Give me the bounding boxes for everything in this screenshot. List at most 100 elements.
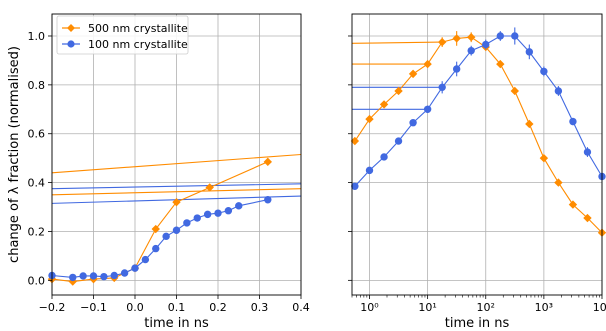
data-point-500nm bbox=[365, 114, 374, 124]
y-tick-label: 0.6 bbox=[28, 128, 46, 141]
data-point-100nm bbox=[69, 273, 77, 282]
legend: 500 nm crystallite 100 nm crystallite bbox=[56, 15, 189, 55]
data-point-500nm bbox=[510, 86, 519, 96]
right-ticks: 10⁰ 10¹ 10² 10³ 10⁴ bbox=[348, 35, 606, 314]
data-point-100nm bbox=[141, 255, 150, 264]
left-ticks: −0.2 −0.1 0.0 0.1 0.2 0.3 0.4 0.0 0.2 0.4 0.6 0.8 1.… bbox=[28, 30, 310, 314]
data-point-500nm bbox=[205, 183, 214, 192]
x-tick-label: −0.1 bbox=[80, 301, 107, 314]
left-panel: −0.2 −0.1 0.0 0.1 0.2 0.3 0.4 0.0 0.2 0.4 0.6 0.8 1.… bbox=[7, 13, 310, 331]
right-grid bbox=[352, 14, 603, 295]
reference-line bbox=[51, 153, 302, 174]
data-point-100nm bbox=[525, 48, 534, 56]
left-series bbox=[47, 157, 272, 286]
y-tick-label: 0.2 bbox=[28, 225, 46, 238]
right-panel: 10⁰ 10¹ 10² 10³ 10⁴ time in ns bbox=[348, 13, 606, 331]
data-point-500nm bbox=[263, 157, 272, 167]
data-point-100nm bbox=[438, 83, 446, 92]
x-tick-label: 10⁴ bbox=[593, 301, 606, 314]
left-y-axis-label: change of λ fraction (normalised) bbox=[7, 46, 22, 263]
data-point-500nm bbox=[525, 119, 534, 129]
data-point-100nm bbox=[172, 226, 181, 234]
data-point-100nm bbox=[365, 166, 374, 175]
x-tick-label: −0.2 bbox=[39, 301, 66, 314]
legend-marker-500nm bbox=[67, 24, 75, 32]
series-line bbox=[51, 161, 269, 283]
right-reference-lines bbox=[351, 41, 443, 110]
right-x-axis-label: time in ns bbox=[445, 316, 510, 331]
data-point-500nm bbox=[554, 178, 563, 187]
x-tick-label: 0.1 bbox=[168, 301, 186, 314]
series-line bbox=[354, 36, 603, 234]
data-point-500nm bbox=[408, 69, 418, 79]
data-point-500nm bbox=[379, 100, 389, 109]
y-tick-label: 0.8 bbox=[28, 79, 46, 92]
data-point-100nm bbox=[452, 65, 461, 73]
reference-line bbox=[51, 183, 302, 190]
data-point-100nm bbox=[100, 272, 108, 281]
x-tick-label: 10³ bbox=[535, 301, 553, 314]
y-tick-label: 1.0 bbox=[28, 30, 46, 43]
data-point-100nm bbox=[569, 117, 577, 126]
data-point-100nm bbox=[583, 148, 592, 156]
y-tick-label: 0.0 bbox=[28, 274, 46, 287]
data-point-100nm bbox=[351, 182, 359, 190]
data-point-100nm bbox=[162, 232, 170, 241]
x-tick-label: 10⁰ bbox=[360, 301, 379, 314]
data-point-100nm bbox=[511, 32, 519, 40]
data-point-500nm bbox=[437, 37, 447, 47]
data-point-500nm bbox=[350, 136, 360, 146]
data-point-500nm bbox=[172, 197, 181, 207]
data-point-100nm bbox=[214, 209, 222, 217]
left-x-axis-label: time in ns bbox=[144, 316, 209, 331]
reference-line bbox=[51, 188, 302, 196]
data-point-500nm bbox=[583, 213, 592, 223]
data-point-100nm bbox=[203, 210, 212, 219]
left-grid bbox=[51, 14, 302, 295]
data-point-100nm bbox=[554, 87, 563, 95]
data-point-100nm bbox=[110, 271, 118, 280]
data-point-500nm bbox=[568, 200, 578, 209]
x-tick-label: 10¹ bbox=[418, 301, 436, 314]
data-point-100nm bbox=[152, 244, 160, 253]
x-tick-label: 0.4 bbox=[292, 301, 310, 314]
data-point-100nm bbox=[235, 202, 243, 210]
data-point-500nm bbox=[467, 33, 476, 42]
data-point-500nm bbox=[539, 153, 549, 163]
data-point-100nm bbox=[423, 105, 432, 113]
data-point-100nm bbox=[482, 40, 490, 49]
data-point-100nm bbox=[467, 46, 475, 55]
data-point-100nm bbox=[183, 219, 191, 227]
data-point-100nm bbox=[540, 67, 548, 76]
data-point-100nm bbox=[496, 32, 505, 40]
data-point-100nm bbox=[193, 214, 201, 222]
data-point-100nm bbox=[409, 119, 417, 127]
data-point-100nm bbox=[264, 196, 272, 204]
data-point-100nm bbox=[120, 269, 129, 277]
data-point-100nm bbox=[380, 153, 388, 161]
data-point-100nm bbox=[224, 207, 233, 215]
data-point-500nm bbox=[151, 224, 160, 234]
data-point-100nm bbox=[89, 272, 98, 280]
data-point-100nm bbox=[79, 272, 87, 280]
data-point-100nm bbox=[394, 137, 403, 145]
data-point-500nm bbox=[394, 86, 403, 96]
x-tick-label: 0.3 bbox=[251, 301, 269, 314]
x-tick-label: 0.0 bbox=[126, 301, 144, 314]
legend-label-100nm: 100 nm crystallite bbox=[88, 38, 188, 51]
right-series bbox=[350, 27, 606, 237]
right-plot-frame bbox=[351, 13, 603, 296]
x-tick-label: 10² bbox=[477, 301, 495, 314]
reference-line bbox=[351, 41, 443, 44]
x-tick-label: 0.2 bbox=[209, 301, 227, 314]
legend-marker-100nm bbox=[67, 40, 75, 48]
series-line bbox=[354, 35, 603, 187]
legend-box bbox=[56, 15, 189, 55]
series-line bbox=[51, 199, 268, 278]
data-point-500nm bbox=[423, 59, 432, 69]
data-point-500nm bbox=[452, 34, 461, 43]
data-point-500nm bbox=[496, 59, 505, 69]
data-point-100nm bbox=[131, 264, 139, 272]
y-tick-label: 0.4 bbox=[28, 177, 46, 190]
